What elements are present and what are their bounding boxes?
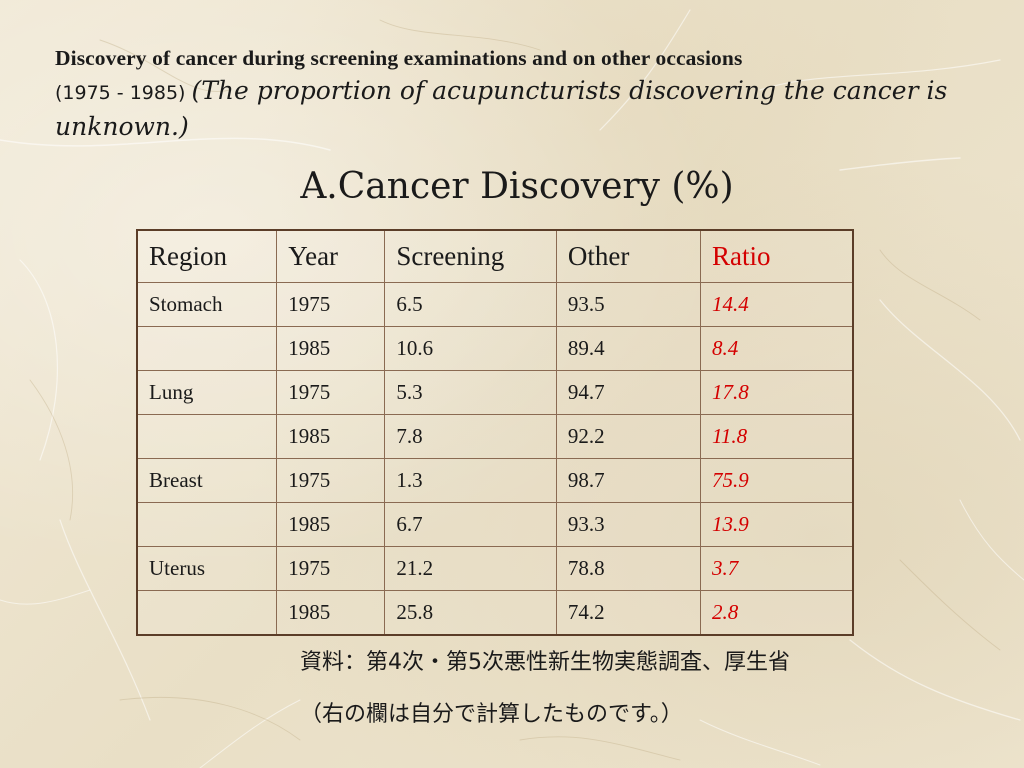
heading-line: Discovery of cancer during screening exa… bbox=[55, 46, 743, 70]
cell-ratio: 2.8 bbox=[699, 590, 854, 636]
cell-screening: 7.8 bbox=[384, 414, 557, 459]
cell-ratio: 14.4 bbox=[699, 282, 854, 327]
cell-screening: 21.2 bbox=[384, 546, 557, 591]
cell-screening: 25.8 bbox=[384, 590, 557, 636]
cell-year: 1985 bbox=[276, 326, 386, 371]
table-row: Lung 1975 5.3 94.7 17.8 bbox=[136, 370, 854, 415]
cell-screening: 1.3 bbox=[384, 458, 557, 503]
cell-region: Uterus bbox=[136, 546, 278, 591]
page-title: A.Cancer Discovery (%) bbox=[300, 166, 734, 207]
cell-region: Stomach bbox=[136, 282, 278, 327]
header-screening: Screening bbox=[384, 229, 557, 283]
table-row: 1985 10.6 89.4 8.4 bbox=[136, 326, 854, 371]
cell-other: 78.8 bbox=[555, 546, 701, 591]
cell-screening: 6.7 bbox=[384, 502, 557, 547]
cell-ratio: 75.9 bbox=[699, 458, 854, 503]
table-row: 1985 6.7 93.3 13.9 bbox=[136, 502, 854, 547]
cell-year: 1975 bbox=[276, 282, 386, 327]
header-ratio: Ratio bbox=[699, 229, 854, 283]
heading-subline: (1975 - 1985) (The proportion of acupunc… bbox=[55, 74, 995, 145]
cell-other: 92.2 bbox=[555, 414, 701, 459]
table-row: Breast 1975 1.3 98.7 75.9 bbox=[136, 458, 854, 503]
heading: Discovery of cancer during screening exa… bbox=[55, 42, 995, 145]
source-remark: （右の欄は自分で計算したものです。） bbox=[300, 702, 683, 727]
cell-other: 98.7 bbox=[555, 458, 701, 503]
cell-ratio: 3.7 bbox=[699, 546, 854, 591]
table-row: 1985 7.8 92.2 11.8 bbox=[136, 414, 854, 459]
cancer-discovery-table: Region Year Screening Other Ratio Stomac… bbox=[136, 229, 854, 636]
cell-year: 1975 bbox=[276, 370, 386, 415]
heading-note: (The proportion of acupuncturists discov… bbox=[55, 76, 948, 141]
cell-year: 1975 bbox=[276, 546, 386, 591]
cell-region bbox=[136, 326, 278, 371]
cell-other: 74.2 bbox=[555, 590, 701, 636]
cell-region: Breast bbox=[136, 458, 278, 503]
cell-ratio: 11.8 bbox=[699, 414, 854, 459]
cell-year: 1985 bbox=[276, 502, 386, 547]
cell-region bbox=[136, 502, 278, 547]
cell-screening: 6.5 bbox=[384, 282, 557, 327]
cell-region: Lung bbox=[136, 370, 278, 415]
cell-other: 93.5 bbox=[555, 282, 701, 327]
cell-other: 89.4 bbox=[555, 326, 701, 371]
table-row: Uterus 1975 21.2 78.8 3.7 bbox=[136, 546, 854, 591]
header-region: Region bbox=[136, 229, 278, 283]
header-year: Year bbox=[276, 229, 386, 283]
cell-year: 1975 bbox=[276, 458, 386, 503]
cell-region bbox=[136, 590, 278, 636]
cell-year: 1985 bbox=[276, 414, 386, 459]
cell-screening: 10.6 bbox=[384, 326, 557, 371]
cell-other: 93.3 bbox=[555, 502, 701, 547]
cell-ratio: 8.4 bbox=[699, 326, 854, 371]
source-note: 資料：第4次・第5次悪性新生物実態調査、厚生省 bbox=[300, 650, 790, 675]
table-row: Stomach 1975 6.5 93.5 14.4 bbox=[136, 282, 854, 327]
table-header-row: Region Year Screening Other Ratio bbox=[136, 229, 854, 283]
cell-ratio: 17.8 bbox=[699, 370, 854, 415]
heading-years: (1975 - 1985) bbox=[55, 82, 186, 104]
header-other: Other bbox=[555, 229, 701, 283]
cell-other: 94.7 bbox=[555, 370, 701, 415]
cell-year: 1985 bbox=[276, 590, 386, 636]
cell-region bbox=[136, 414, 278, 459]
cell-ratio: 13.9 bbox=[699, 502, 854, 547]
table-row: 1985 25.8 74.2 2.8 bbox=[136, 590, 854, 636]
cell-screening: 5.3 bbox=[384, 370, 557, 415]
